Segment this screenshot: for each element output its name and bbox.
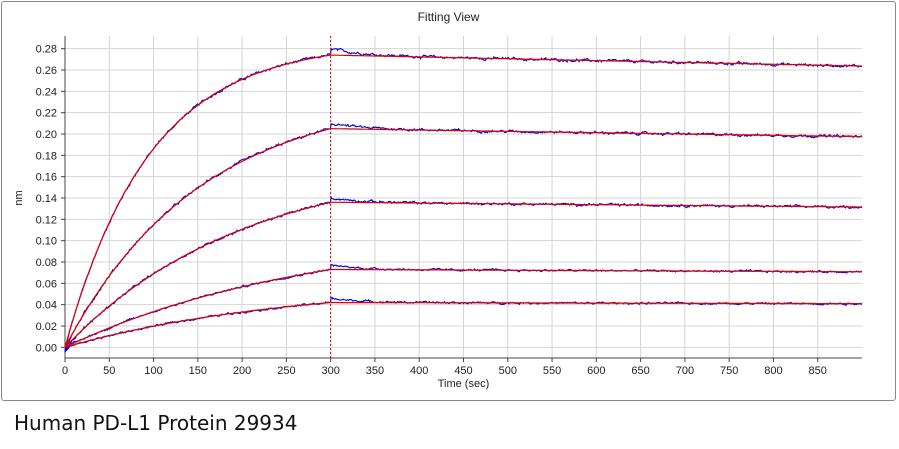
x-tick-label: 50 (103, 365, 115, 377)
x-tick-label: 0 (62, 365, 68, 377)
x-tick-label: 300 (321, 365, 339, 377)
x-tick-label: 400 (410, 365, 428, 377)
y-axis: 0.28 0.26 0.24 0.22 0.20 0.18 0.16 0.14 0.12 0.10… (36, 36, 66, 358)
x-tick-label: 850 (809, 365, 827, 377)
y-tick-label: 0.20 (36, 129, 57, 141)
y-tick-label: 0.02 (36, 321, 57, 333)
y-tick-label: 0.26 (36, 65, 57, 77)
x-tick-label: 700 (676, 365, 694, 377)
x-tick-label: 150 (189, 365, 207, 377)
fit-curve-1 (64, 54, 863, 348)
x-tick-label: 500 (499, 365, 517, 377)
fit-curve-3 (64, 201, 863, 348)
y-tick-label: 0.18 (36, 150, 57, 162)
y-tick-label: 0.06 (36, 278, 57, 290)
figure-caption: Human PD-L1 Protein 29934 (14, 411, 298, 435)
x-tick-label: 450 (454, 365, 472, 377)
x-tick-label: 800 (764, 365, 782, 377)
y-tick-label: 0.16 (36, 172, 57, 184)
y-tick-label: 0.00 (36, 342, 57, 354)
x-tick-label: 250 (277, 365, 295, 377)
y-tick-label: 0.08 (36, 257, 57, 269)
y-tick-label: 0.14 (36, 193, 57, 205)
y-axis-label: nm (13, 190, 25, 205)
fit-curve-4 (64, 268, 862, 348)
fit-curve-5 (64, 301, 862, 348)
fitting-view-panel: Fitting View (1, 1, 896, 401)
y-tick-label: 0.10 (36, 236, 57, 248)
x-tick-label: 600 (587, 365, 605, 377)
y-tick-label: 0.24 (36, 86, 57, 98)
x-tick-label: 650 (631, 365, 649, 377)
y-tick-label: 0.22 (36, 108, 57, 120)
x-axis: 0 50 100 150 200 250 300 350 400 450 500 550 600 650 7… (62, 357, 862, 377)
y-tick-label: 0.04 (36, 300, 57, 312)
y-tick-label: 0.12 (36, 214, 57, 226)
x-tick-label: 550 (543, 365, 561, 377)
x-tick-label: 200 (233, 365, 251, 377)
binding-kinetics-chart: 0.28 0.26 0.24 0.22 0.20 0.18 0.16 0.14 0.12 0.10… (13, 36, 863, 390)
x-tick-label: 350 (366, 365, 384, 377)
x-tick-label: 750 (720, 365, 738, 377)
y-tick-label: 0.28 (36, 44, 57, 56)
panel-title: Fitting View (417, 10, 480, 24)
x-axis-label: Time (sec) (438, 378, 490, 390)
curves (64, 36, 863, 358)
fit-curve-2 (64, 128, 863, 348)
x-tick-label: 100 (144, 365, 162, 377)
